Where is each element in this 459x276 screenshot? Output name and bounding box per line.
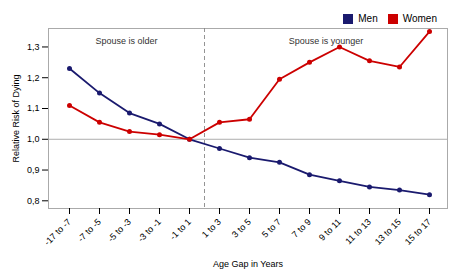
svg-text:1,2: 1,2 — [27, 73, 40, 83]
html-text:Men: Men — [358, 13, 378, 24]
svg-text:Spouse is older: Spouse is older — [95, 36, 157, 46]
svg-text:Relative Risk of Dying: Relative Risk of Dying — [11, 74, 21, 162]
svg-text:0,9: 0,9 — [27, 165, 40, 175]
svg-text:15 to 17: 15 to 17 — [403, 217, 433, 247]
svg-text:1 to 3: 1 to 3 — [200, 217, 223, 240]
svg-text:Spouse is younger: Spouse is younger — [289, 36, 364, 46]
svg-text:-5 to -3: -5 to -3 — [106, 217, 133, 244]
svg-text:-1 to 1: -1 to 1 — [168, 217, 193, 242]
svg-text:-17 to -7: -17 to -7 — [42, 217, 73, 248]
svg-text:11 to 13: 11 to 13 — [343, 217, 373, 247]
svg-text:Age Gap in Years: Age Gap in Years — [213, 259, 284, 269]
svg-text:9 to 11: 9 to 11 — [317, 217, 343, 243]
svg-text:-7 to -5: -7 to -5 — [76, 217, 103, 244]
svg-text:1,1: 1,1 — [27, 103, 40, 113]
svg-text:-3 to -1: -3 to -1 — [136, 217, 163, 244]
svg-text:0,8: 0,8 — [27, 196, 40, 206]
svg-text:1,0: 1,0 — [27, 134, 40, 144]
svg-text:3 to 5: 3 to 5 — [230, 217, 253, 240]
svg-text:13 to 15: 13 to 15 — [373, 217, 403, 247]
svg-text:5 to 7: 5 to 7 — [260, 217, 283, 240]
html-text:Women: Women — [402, 13, 437, 24]
svg-text:7 to 9: 7 to 9 — [290, 217, 313, 240]
svg-text:1,3: 1,3 — [27, 42, 40, 52]
